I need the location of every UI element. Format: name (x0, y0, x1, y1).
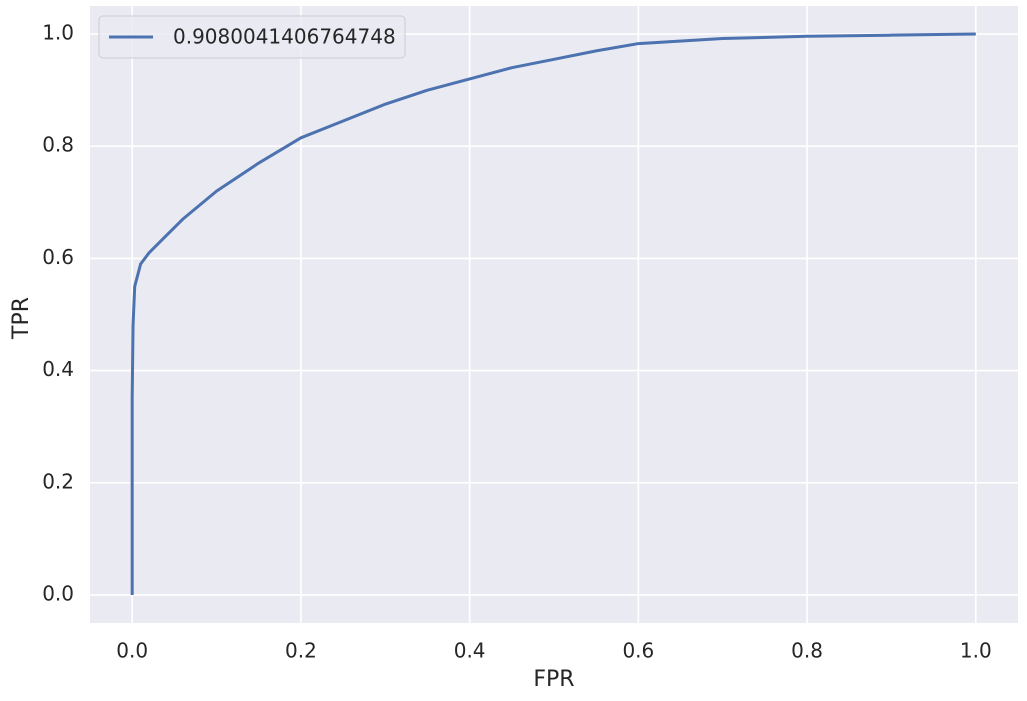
marks (130, 32, 976, 595)
x-tick-label: 0.2 (285, 639, 317, 663)
legend-box (98, 15, 406, 59)
y-tick-label: 0.2 (42, 469, 74, 493)
x-tick-label: 1.0 (960, 639, 992, 663)
x-tick-label: 0.6 (622, 639, 654, 663)
y-tick-label: 0.0 (42, 581, 74, 605)
x-tick-label: 0.8 (791, 639, 823, 663)
y-tick-label: 0.8 (42, 133, 74, 157)
x-tick-label: 0.4 (454, 639, 486, 663)
roc-line (130, 32, 976, 595)
plot-area (90, 6, 1018, 623)
x-axis-label: FPR (533, 667, 574, 692)
x-tick-label: 0.0 (116, 639, 148, 663)
legend-label: 0.9080041406764748 (173, 25, 396, 49)
legend: 0.9080041406764748 (98, 15, 406, 59)
y-axis-label: TPR (9, 297, 34, 340)
y-tick-label: 1.0 (42, 21, 74, 45)
y-tick-label: 0.4 (42, 357, 74, 381)
y-tick-label: 0.6 (42, 245, 74, 269)
labels: 0.0 0.2 0.4 0.6 0.8 1.0 0.0 0.2 0.4 0.6 0.8 1.0 (42, 21, 992, 663)
